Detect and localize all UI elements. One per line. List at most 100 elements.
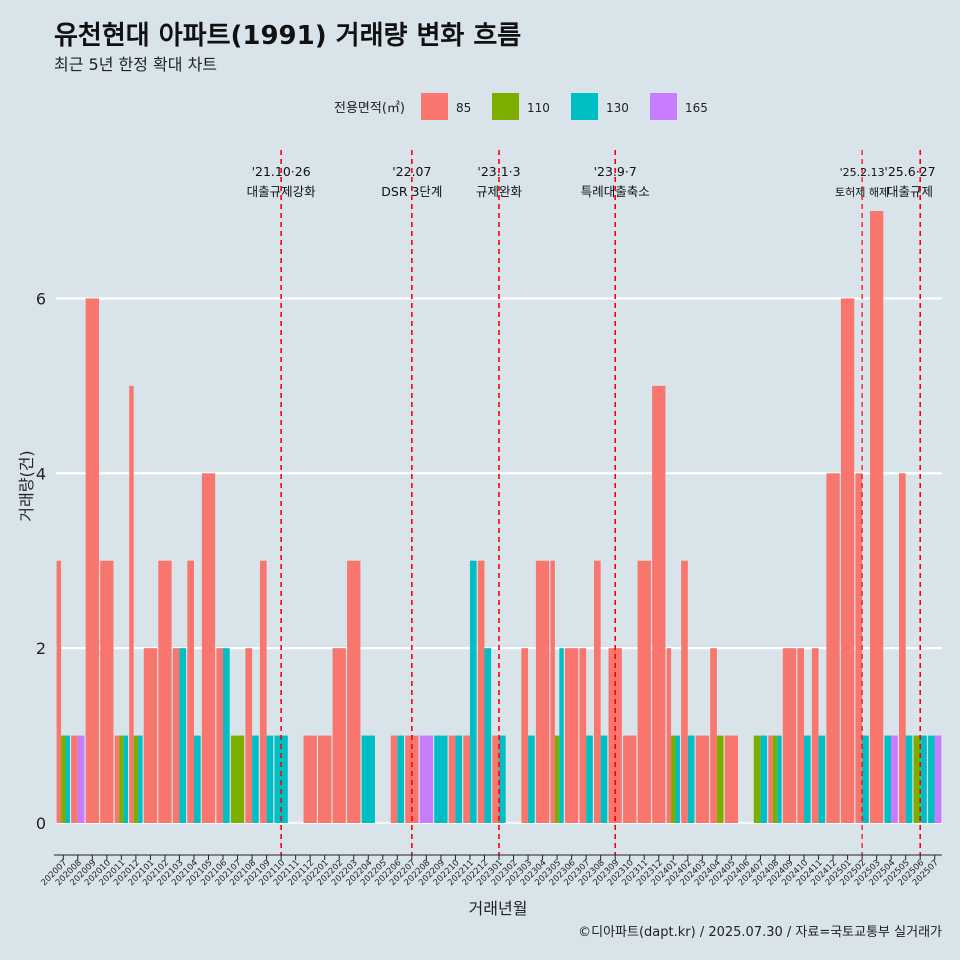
x-axis: 2020072020082020092020102020112020122021… <box>39 854 942 888</box>
bar-202108-85 <box>245 648 253 823</box>
event-date-2: '23.1·3 <box>477 164 520 179</box>
bar-202211-85 <box>463 735 470 823</box>
legend-title: 전용면적(㎡) <box>334 101 405 116</box>
bar-202207-85 <box>405 735 419 823</box>
bar-202108-130 <box>252 735 259 823</box>
bar-202107-110 <box>230 735 245 823</box>
bar-202204-130 <box>361 735 375 823</box>
event-date-5: '25.6·27 <box>884 164 935 179</box>
bars <box>56 211 942 824</box>
legend-items: 85 110 130 165 <box>421 93 708 120</box>
event-date-1: '22.07 <box>392 164 431 179</box>
y-tick-label-0: 0 <box>36 814 46 833</box>
bar-202310-85 <box>623 735 637 823</box>
bar-202210-85 <box>448 735 456 823</box>
bar-202303-130 <box>528 735 535 823</box>
bar-202507-165 <box>934 735 942 823</box>
bar-202106-130 <box>223 648 230 823</box>
bar-202502-85 <box>855 473 863 823</box>
bar-202208-165 <box>419 735 434 823</box>
bar-202408-85 <box>768 735 773 823</box>
y-axis-label: 거래량(건) <box>17 450 36 521</box>
event-label-2: 규제완화 <box>476 184 523 199</box>
bar-202201-85 <box>318 735 332 823</box>
bar-202305-130 <box>559 648 564 823</box>
bar-202401-130 <box>675 735 680 823</box>
bar-202401-110 <box>671 735 676 823</box>
bar-202408-110 <box>772 735 778 823</box>
bar-202306-85 <box>564 648 579 823</box>
bar-202307-130 <box>586 735 593 823</box>
bar-202011-130 <box>123 735 129 823</box>
bar-202202-85 <box>332 648 346 823</box>
bar-202102-85 <box>158 560 172 823</box>
bar-202303-85 <box>521 648 529 823</box>
bar-202411-130 <box>818 735 826 823</box>
bar-202312-85 <box>652 385 666 823</box>
legend-swatch-165 <box>650 93 677 120</box>
legend-swatch-130 <box>571 93 598 120</box>
event-date-0: '21.10·26 <box>252 164 311 179</box>
bar-202007-110 <box>61 735 66 823</box>
bar-202305-110 <box>554 735 560 823</box>
y-tick-label-2: 4 <box>36 464 46 483</box>
bar-202410-85 <box>797 648 805 823</box>
bar-202407-130 <box>760 735 768 823</box>
legend: 전용면적(㎡) 85 110 130 165 <box>334 93 708 120</box>
bar-202110-130 <box>274 735 288 823</box>
bar-202402-85 <box>681 560 688 823</box>
bar-202011-110 <box>119 735 124 823</box>
event-lines: '21.10·26 대출규제강화 '22.07 DSR 3단계 '23.1·3 규제완화 '… <box>247 150 936 855</box>
bar-202008-165 <box>77 735 85 823</box>
bar-202407-110 <box>753 735 761 823</box>
bar-202502-130 <box>862 735 869 823</box>
bar-202404-85 <box>710 648 717 823</box>
legend-swatch-110 <box>492 93 519 120</box>
bar-202011-85 <box>114 735 120 823</box>
bar-202411-85 <box>811 648 819 823</box>
bar-202506-110 <box>913 735 921 823</box>
legend-label-165: 165 <box>685 101 708 115</box>
event-label-4: 토허제 해제 <box>835 185 889 199</box>
bar-202210-130 <box>455 735 463 823</box>
bar-202404-110 <box>716 735 724 823</box>
bar-202308-130 <box>600 735 608 823</box>
bar-202308-85 <box>594 560 601 823</box>
event-date-4: '25.2.13 <box>840 166 885 179</box>
bar-202505-130 <box>905 735 913 823</box>
bar-202507-130 <box>928 735 935 823</box>
x-axis-label: 거래년월 <box>469 899 528 918</box>
bar-202405-85 <box>724 735 739 823</box>
bar-202412-85 <box>826 473 840 823</box>
bar-202105-85 <box>201 473 216 823</box>
bar-202403-85 <box>695 735 710 823</box>
bar-202203-85 <box>347 560 361 823</box>
bar-202012-85 <box>129 385 134 823</box>
bar-202010-85 <box>100 560 114 823</box>
bar-202409-85 <box>782 648 797 823</box>
bar-202401-85 <box>666 648 672 823</box>
bar-202012-110 <box>133 735 139 823</box>
bar-202206-85 <box>390 735 398 823</box>
bar-202212-85 <box>477 560 485 823</box>
bar-202103-85 <box>172 648 180 823</box>
bar-202311-85 <box>637 560 651 823</box>
legend-label-110: 110 <box>527 101 550 115</box>
y-ticks: 0 2 4 6 <box>36 289 46 833</box>
legend-label-130: 130 <box>606 101 629 115</box>
bar-202206-130 <box>397 735 404 823</box>
bar-202402-130 <box>687 735 695 823</box>
event-date-3: '23.9·7 <box>594 164 637 179</box>
event-label-0: 대출규제강화 <box>247 184 317 199</box>
bar-202104-85 <box>187 560 194 823</box>
bar-202109-130 <box>266 735 274 823</box>
bar-202504-130 <box>884 735 892 823</box>
legend-swatch-85 <box>421 93 448 120</box>
event-label-1: DSR 3단계 <box>381 184 442 199</box>
y-tick-label-1: 2 <box>36 639 46 658</box>
y-tick-label-3: 6 <box>36 289 46 308</box>
bar-202304-85 <box>535 560 550 823</box>
bar-202307-85 <box>579 648 587 823</box>
bar-202506-130 <box>920 735 927 823</box>
